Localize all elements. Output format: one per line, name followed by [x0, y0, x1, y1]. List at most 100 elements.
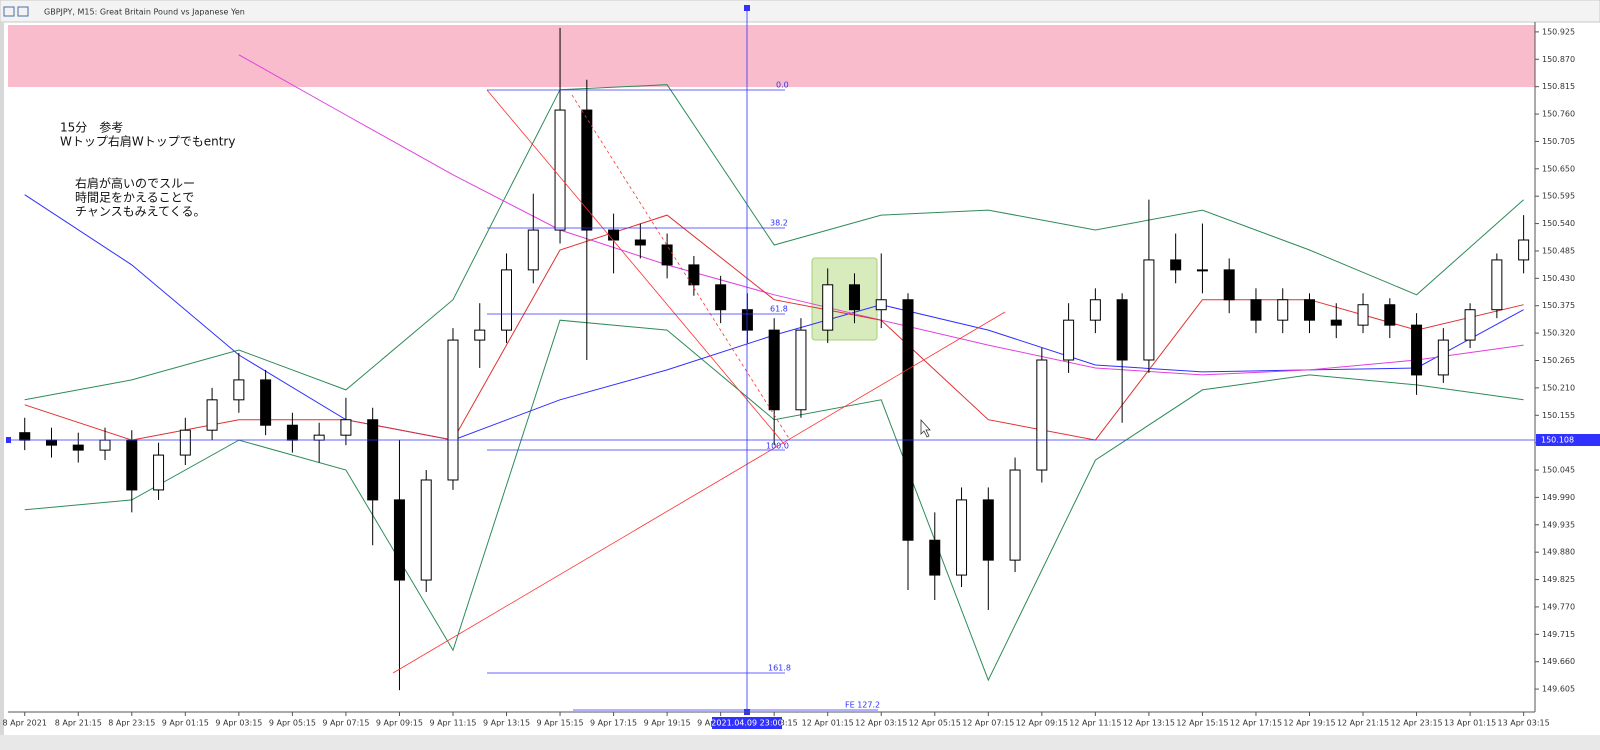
candle-body	[233, 379, 245, 401]
y-tick-label: 149.605	[1542, 685, 1575, 694]
current-price-label: 150.108	[1541, 436, 1574, 445]
candle-body	[554, 109, 566, 231]
annotation: 15分 参考	[60, 120, 123, 135]
candle-body	[1411, 324, 1423, 376]
candle-body	[1464, 309, 1476, 341]
trend-line	[571, 94, 791, 441]
y-tick-label: 149.660	[1542, 657, 1575, 666]
x-tick-label: 12 Apr 21:15	[1337, 719, 1389, 728]
candle-body	[206, 399, 218, 431]
candle-body	[902, 299, 914, 541]
x-tick-label: 9 Apr 13:15	[483, 719, 530, 728]
candle-body	[1143, 259, 1155, 361]
indicator-line	[24, 214, 1524, 441]
resistance-zone	[8, 25, 1535, 87]
x-tick-label: 12 Apr 03:15	[855, 719, 907, 728]
candle-body	[581, 109, 593, 231]
annotation: 右肩が高いのでスルー	[75, 176, 195, 191]
candle-body	[795, 329, 807, 411]
candle-body	[45, 439, 57, 446]
x-tick-label: 9 Apr 17:15	[590, 719, 637, 728]
price-marker	[6, 437, 11, 443]
crosshair-label: 2021.04.09 23:00	[711, 719, 782, 728]
trend-line	[486, 89, 786, 446]
candle-body	[634, 239, 646, 246]
candle-body	[340, 419, 352, 436]
crosshair-label-box	[712, 717, 782, 729]
candle-body	[1303, 299, 1315, 321]
y-tick-label: 150.595	[1542, 192, 1575, 201]
y-tick-label: 150.155	[1542, 411, 1575, 420]
title-bar	[0, 0, 1600, 23]
x-tick-label: 13 Apr 01:15	[1444, 719, 1496, 728]
status-area	[0, 735, 1600, 750]
x-tick-label: 12 Apr 05:15	[909, 719, 961, 728]
plot-area	[19, 27, 1530, 691]
x-tick-label: 12 Apr 01:15	[802, 719, 854, 728]
x-tick-label: 12 Apr 15:15	[1176, 719, 1228, 728]
fib-label: 61.8	[770, 305, 788, 314]
candle-body	[1063, 319, 1075, 361]
candle-body	[153, 454, 165, 491]
annotation: 時間足をかえることで	[75, 191, 194, 205]
y-tick-label: 149.770	[1542, 602, 1575, 611]
y-tick-label: 149.935	[1542, 520, 1575, 529]
x-tick-label: 9 Apr 09:15	[376, 719, 423, 728]
x-tick-label: 8 Apr 23:15	[108, 719, 155, 728]
y-tick-label: 150.540	[1542, 219, 1575, 228]
x-tick-label: 12 Apr 13:15	[1123, 719, 1175, 728]
annotation: チャンスもみえてくる。	[75, 205, 205, 219]
candle-body	[313, 434, 325, 441]
candle-body	[982, 499, 994, 561]
candle-body	[715, 284, 727, 311]
current-price-box	[1536, 434, 1600, 446]
candle-body	[608, 229, 620, 241]
y-tick-label: 149.990	[1542, 493, 1575, 502]
x-tick-label: 12 Apr 23:15	[1390, 719, 1442, 728]
y-tick-label: 150.760	[1542, 110, 1575, 119]
candle-body	[875, 299, 887, 311]
fib-label: 0.0	[776, 81, 789, 90]
mouse-cursor	[920, 418, 931, 438]
x-tick-label: 9 Apr 05:15	[269, 719, 316, 728]
y-tick-label: 150.705	[1542, 137, 1575, 146]
annotation: Wトップ右肩Wトップでもentry	[60, 134, 235, 149]
candle-body	[1330, 319, 1342, 326]
fib-label: 100.0	[766, 442, 789, 451]
x-tick-label: 9 Apr 11:15	[429, 719, 476, 728]
candle-body	[527, 229, 539, 271]
candle-body	[1223, 269, 1235, 301]
x-tick-label: 13 Apr 03:15	[1498, 719, 1550, 728]
fib-label: 161.8	[768, 664, 791, 673]
window-border	[0, 22, 4, 735]
candle-body	[260, 379, 272, 426]
y-tick-label: 150.485	[1542, 246, 1575, 255]
x-tick-label: 9 Apr 15:15	[537, 719, 584, 728]
fib-label: 38.2	[770, 219, 788, 228]
drawings: 0.0 38.2 61.8 100.0 161.8 FE 127.2 15分 参…	[6, 5, 1535, 715]
candle-body	[1437, 339, 1449, 376]
y-tick-label: 150.045	[1542, 466, 1575, 475]
candle-body	[848, 284, 860, 311]
x-tick-label: 12 Apr 11:15	[1069, 719, 1121, 728]
candle-body	[1491, 259, 1503, 311]
candle-body	[1089, 299, 1101, 321]
candle-body	[99, 439, 111, 451]
window-title: GBPJPY, M15: Great Britain Pound vs Japa…	[44, 8, 245, 17]
indicator-line	[24, 84, 1524, 401]
y-tick-label: 150.650	[1542, 164, 1575, 173]
icon	[3, 6, 15, 17]
candle-body	[286, 424, 298, 441]
candle-body	[956, 499, 968, 576]
candle-body	[1518, 239, 1530, 261]
candle-body	[1036, 359, 1048, 471]
x-tick-label: 12 Apr 09:15	[1016, 719, 1068, 728]
candle-body	[474, 329, 486, 341]
candle-body	[179, 429, 191, 456]
candle-body	[929, 539, 941, 576]
x-tick-label: 9 Apr 07:15	[322, 719, 369, 728]
y-tick-label: 150.265	[1542, 356, 1575, 365]
y-tick-label: 150.815	[1542, 82, 1575, 91]
candle-body	[661, 244, 673, 266]
